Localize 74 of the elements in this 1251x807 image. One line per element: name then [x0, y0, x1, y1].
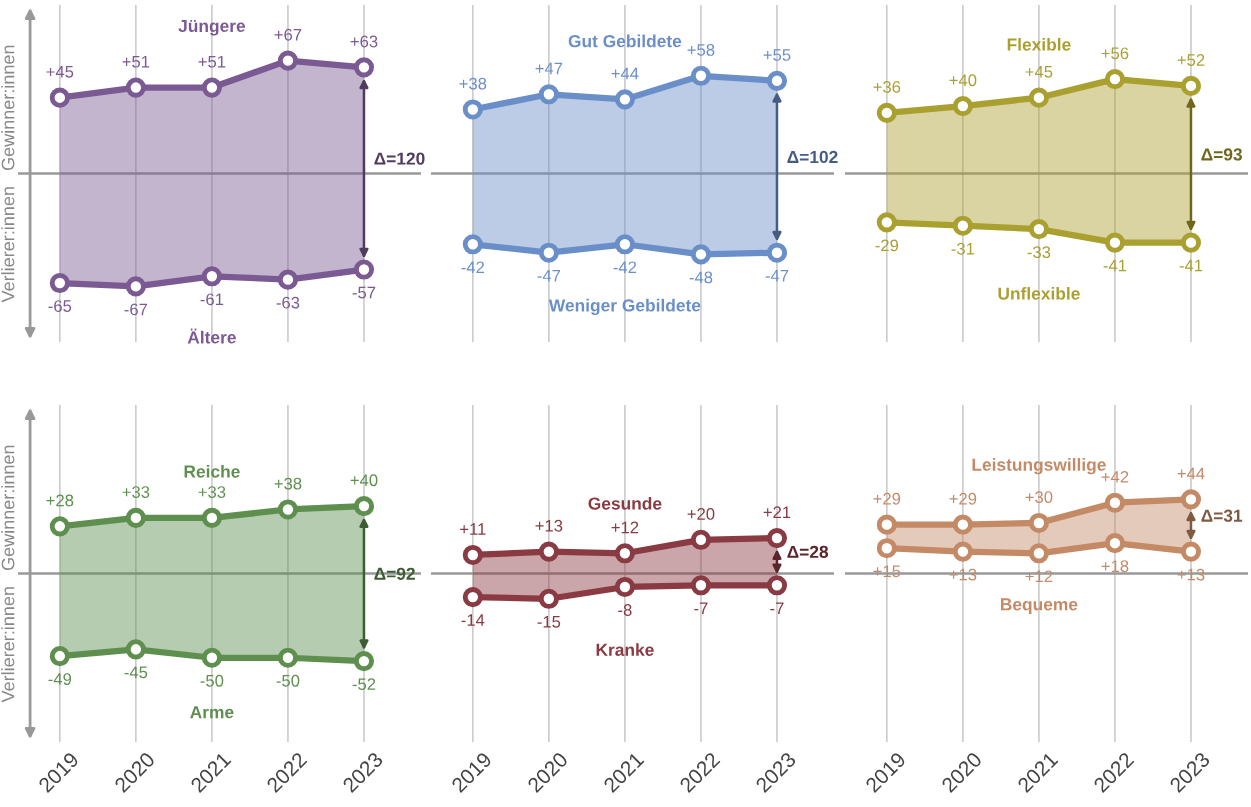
data-label: +18	[1101, 560, 1129, 573]
annotation: Δ=31	[1201, 509, 1243, 522]
data-label: -49	[48, 673, 72, 685]
data-label: +52	[1177, 54, 1205, 66]
data-label: +51	[198, 55, 226, 68]
data-label: +56	[1101, 47, 1129, 60]
data-label: +40	[949, 74, 977, 87]
data-label: -41	[1103, 259, 1127, 272]
y-axis-title: Verlierer:innen Gewinner:innen	[1, 45, 15, 303]
text: Kranke	[596, 643, 654, 656]
data-label: +33	[198, 486, 226, 498]
data-label: +21	[763, 506, 791, 518]
data-label: +36	[873, 81, 901, 93]
data-label: -7	[694, 602, 708, 615]
data-label: +13	[535, 519, 563, 532]
data-label: +40	[350, 474, 378, 487]
data-label: -42	[461, 261, 485, 274]
data-label: +67	[274, 28, 302, 41]
series-label: Gut Gebildete	[568, 34, 682, 48]
text: Δ=102	[787, 150, 838, 164]
text: Δ=92	[374, 567, 415, 580]
data-label: -47	[537, 269, 561, 282]
y-axis-title: Verlierer:innen Gewinner:innen	[1, 445, 15, 703]
data-label: +33	[122, 486, 150, 498]
data-label: -57	[352, 286, 376, 299]
data-label: +44	[611, 67, 639, 80]
text: Arme	[190, 706, 234, 719]
text: Gesunde	[588, 496, 662, 510]
data-label: +45	[1025, 66, 1053, 78]
text: Reiche	[184, 464, 240, 478]
data-label: -29	[875, 239, 899, 252]
data-label: +51	[122, 55, 150, 68]
data-label: -61	[200, 293, 224, 306]
data-label: +55	[763, 49, 791, 61]
data-label: +29	[873, 492, 901, 505]
data-label: -42	[613, 261, 637, 274]
data-label: -45	[124, 666, 148, 679]
data-label: -63	[276, 296, 300, 309]
data-label: +38	[459, 77, 487, 90]
data-label: +20	[687, 508, 715, 520]
text: Jüngere	[178, 19, 246, 36]
text: Δ=120	[374, 152, 425, 165]
data-label: -7	[770, 602, 784, 615]
text: Weniger Gebildete	[548, 298, 701, 316]
data-label: +29	[949, 492, 977, 505]
data-label: +12	[611, 521, 639, 534]
data-label: -47	[765, 269, 789, 282]
text: Ältere	[187, 328, 236, 344]
data-label: +45	[46, 66, 74, 78]
data-label: -15	[537, 616, 561, 628]
data-label: +38	[274, 477, 302, 490]
data-label: +11	[460, 523, 486, 535]
text: Unflexible	[998, 287, 1080, 300]
data-label: +47	[535, 62, 563, 75]
data-label: -31	[951, 242, 975, 255]
data-label: +44	[1177, 467, 1205, 480]
data-label: -65	[48, 300, 72, 312]
annotation: Δ=28	[787, 545, 829, 559]
data-label: -41	[1179, 259, 1203, 272]
data-label: -33	[1027, 246, 1051, 259]
text: Bequeme	[1000, 598, 1078, 614]
data-label: -50	[276, 674, 300, 687]
data-label: +28	[46, 494, 74, 507]
data-label: -14	[461, 614, 485, 626]
data-label: +58	[687, 44, 715, 56]
text: Δ=93	[1201, 148, 1242, 161]
data-label: -48	[689, 271, 713, 284]
data-label: -8	[618, 604, 632, 616]
data-label: -50	[200, 674, 224, 687]
data-label: -52	[352, 678, 376, 691]
data-label: +63	[350, 35, 378, 48]
data-label: +30	[1025, 491, 1053, 503]
data-label: -67	[124, 303, 148, 316]
text: Flexible	[1007, 37, 1071, 51]
